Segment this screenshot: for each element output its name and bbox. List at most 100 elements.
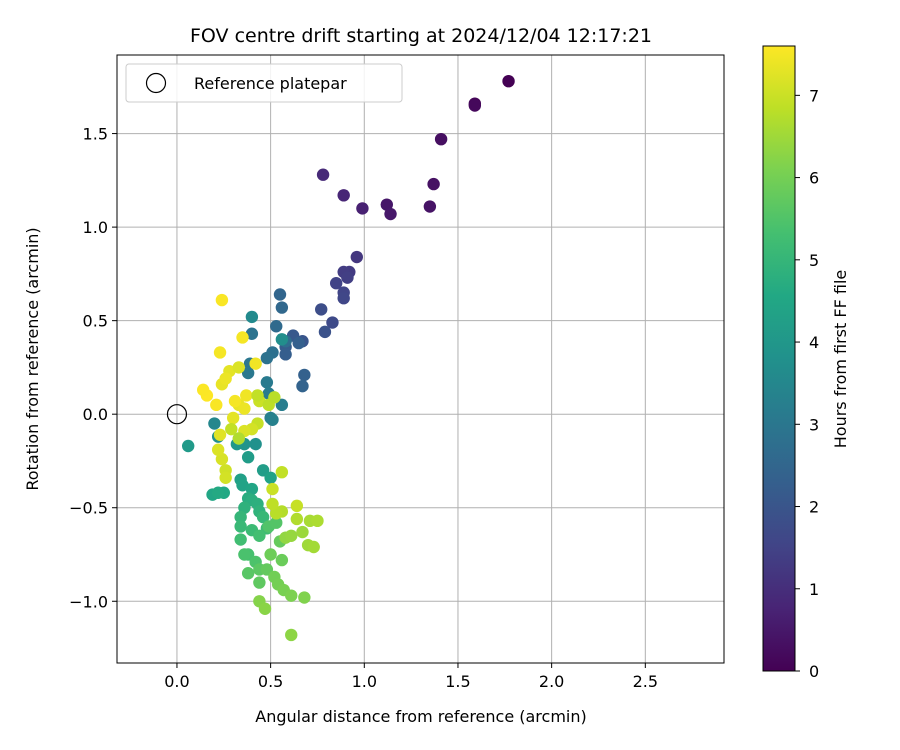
scatter-point [423, 200, 437, 213]
scatter-point [241, 451, 255, 464]
scatter-point [181, 439, 195, 453]
y-tick-label: 1.0 [83, 218, 108, 237]
scatter-point [234, 510, 247, 524]
scatter-point [337, 292, 350, 305]
scatter-point [215, 293, 229, 307]
y-tick-label: 0.0 [83, 405, 108, 424]
scatter-point [326, 316, 339, 329]
scatter-point [275, 553, 289, 567]
scatter-point [356, 202, 369, 215]
scatter-point [270, 507, 283, 520]
scatter-point [298, 591, 311, 604]
y-axis-ticks: −1.0 −0.5 0.0 0.5 1.0 1.5 [69, 125, 117, 611]
scatter-point [219, 471, 232, 484]
scatter-point [253, 529, 266, 542]
y-axis-label: Rotation from reference (arcmin) [23, 227, 42, 490]
x-tick-label: 0.5 [258, 672, 283, 691]
scatter-point [260, 376, 274, 389]
scatter-point [258, 602, 272, 615]
scatter-point [241, 567, 255, 580]
scatter-point [260, 351, 274, 365]
scatter-point [268, 391, 281, 404]
scatter-point [213, 346, 227, 359]
plot-area [116, 54, 725, 664]
scatter-point [260, 563, 274, 576]
scatter-point [208, 417, 221, 430]
scatter-point [196, 383, 210, 397]
scatter-point [264, 548, 277, 561]
scatter-point [279, 348, 292, 361]
colorbar-tick-label: 1 [809, 580, 819, 599]
scatter-point [275, 398, 289, 412]
scatter-point [275, 333, 289, 346]
scatter-point [240, 389, 253, 402]
x-axis-label: Angular distance from reference (arcmin) [255, 707, 586, 726]
scatter-point [337, 189, 350, 202]
legend: Reference platepar [125, 63, 403, 103]
scatter-point [236, 331, 249, 344]
y-tick-label: −1.0 [69, 592, 108, 611]
scatter-point [427, 177, 440, 191]
scatter-point [275, 301, 289, 314]
scatter-point [245, 310, 259, 324]
scatter-point [249, 357, 262, 370]
legend-box [125, 63, 403, 103]
scatter-point [256, 510, 270, 524]
scatter-point [234, 533, 247, 546]
scatter-point [215, 452, 229, 466]
x-axis-ticks: 0.0 0.5 1.0 1.5 2.0 2.5 [164, 663, 658, 691]
scatter-point [266, 497, 279, 511]
colorbar-tick-label: 3 [809, 415, 819, 434]
scatter-point [285, 628, 298, 642]
scatter-point [434, 132, 448, 146]
scatter-point [253, 576, 266, 589]
scatter-points [181, 74, 515, 642]
scatter-point [315, 303, 328, 316]
x-tick-label: 0.0 [164, 672, 189, 691]
scatter-point [251, 389, 264, 402]
colorbar-tick-label: 2 [809, 498, 819, 517]
scatter-point [298, 368, 311, 382]
scatter-point [226, 411, 240, 425]
colorbar-tick-label: 6 [809, 169, 819, 188]
scatter-point [238, 501, 251, 514]
colorbar-tick-label: 7 [809, 86, 819, 105]
x-tick-label: 2.0 [539, 672, 564, 691]
reference-platepar-marker [166, 404, 188, 425]
x-tick-label: 1.5 [445, 672, 470, 691]
scatter-point [290, 512, 304, 526]
scatter-point [270, 320, 283, 333]
scatter-point [290, 499, 304, 513]
scatter-point [225, 422, 238, 436]
scatter-point [211, 443, 225, 456]
scatter-point [318, 325, 332, 339]
colorbar-label: Hours from first FF file [831, 270, 850, 449]
scatter-point [232, 361, 245, 374]
scatter-point [384, 207, 397, 221]
scatter-point [380, 198, 393, 211]
scatter-point [285, 589, 298, 602]
scatter-point [234, 520, 247, 533]
scatter-point [311, 514, 324, 528]
x-tick-label: 2.5 [633, 672, 658, 691]
legend-label-reference: Reference platepar [194, 74, 347, 93]
x-tick-label: 1.0 [352, 672, 377, 691]
scatter-point [228, 394, 242, 408]
scatter-point [270, 516, 283, 529]
scatter-point [329, 277, 343, 290]
legend-marker-icon [145, 72, 167, 94]
scatter-point [241, 366, 255, 380]
scatter-point [264, 471, 277, 484]
scatter-point [341, 271, 354, 284]
scatter-point [219, 372, 232, 385]
scatter-point [292, 336, 305, 350]
scatter-point [307, 540, 320, 554]
scatter-point [245, 482, 259, 496]
scatter-point [468, 99, 482, 112]
scatter-point [273, 288, 287, 301]
scatter-point [256, 464, 270, 477]
colorbar [762, 45, 796, 672]
chart-title: FOV centre drift starting at 2024/12/04 … [190, 25, 652, 47]
colorbar-tick-label: 4 [809, 333, 819, 352]
scatter-point [275, 465, 289, 479]
